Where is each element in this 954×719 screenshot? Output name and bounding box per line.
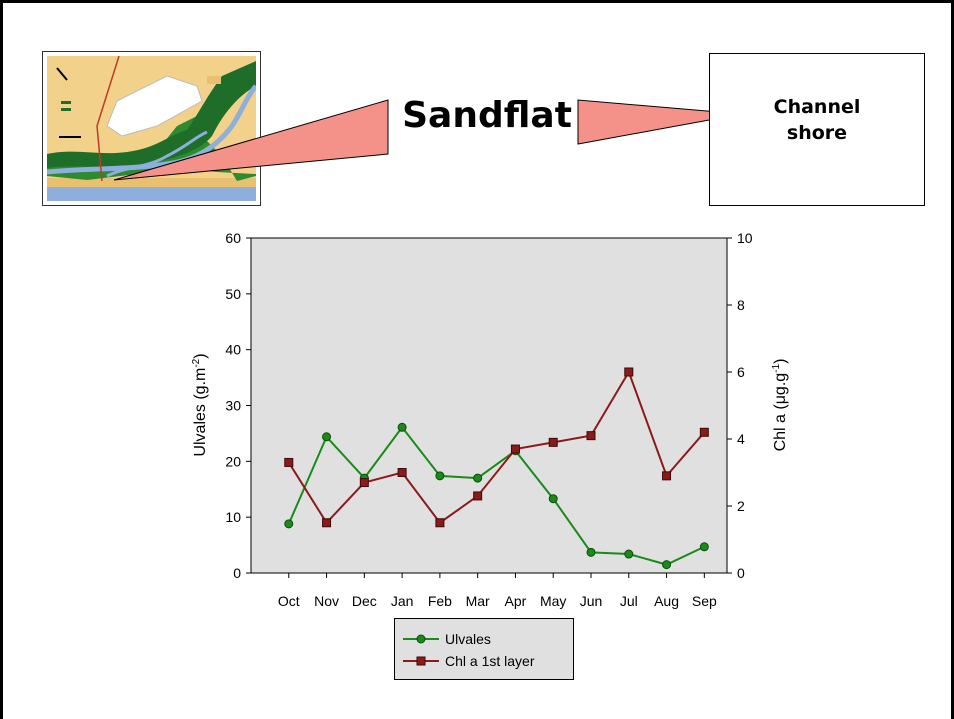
x-tick-label: Aug — [654, 593, 679, 609]
channel-label-line2: shore — [786, 122, 848, 144]
x-tick-label: Nov — [314, 593, 339, 609]
data-point-chl — [548, 437, 558, 447]
x-tick-label: Jul — [620, 593, 638, 609]
data-point-ulvales — [397, 422, 407, 432]
x-tick-label: Feb — [428, 593, 452, 609]
data-point-chl — [662, 471, 672, 481]
sandflat-title: Sandflat — [402, 95, 572, 136]
sandflat-callout-pointer — [113, 99, 389, 181]
data-point-ulvales — [473, 473, 483, 483]
data-point-chl — [359, 478, 369, 488]
x-tick-label: Dec — [352, 593, 377, 609]
right-y-axis: 0 2 4 6 8 10 — [727, 230, 753, 581]
data-point-chl — [510, 444, 520, 454]
channel-shore-label: Channel shore — [710, 94, 924, 146]
data-point-chl — [284, 457, 294, 467]
right-tick-label: 6 — [737, 364, 745, 380]
data-point-ulvales — [435, 471, 445, 481]
left-tick-label: 30 — [225, 398, 241, 414]
right-tick-label: 8 — [737, 297, 745, 313]
series-line-chl — [287, 369, 706, 525]
series-layer — [284, 367, 709, 570]
legend-marker-ulvales — [403, 634, 439, 644]
site-map-image — [47, 56, 256, 201]
legend-label-chl: Chl a 1st layer — [445, 653, 535, 669]
series-line-ulvales — [287, 425, 705, 566]
plot-area — [250, 237, 728, 574]
left-tick-label: 10 — [225, 509, 241, 525]
left-tick-label: 60 — [225, 230, 241, 246]
right-tick-label: 10 — [737, 230, 753, 246]
data-point-ulvales — [624, 549, 634, 559]
x-tick-label: Apr — [505, 593, 527, 609]
data-point-chl — [473, 491, 483, 501]
data-point-ulvales — [322, 432, 332, 442]
data-point-chl — [699, 427, 709, 437]
data-point-ulvales — [548, 494, 558, 504]
left-tick-label: 40 — [225, 342, 241, 358]
data-point-chl — [397, 468, 407, 477]
x-tick-label: May — [540, 593, 566, 609]
channel-callout-pointer — [577, 99, 743, 145]
data-point-ulvales — [284, 519, 294, 529]
legend-item-ulvales: Ulvales — [403, 629, 491, 649]
x-tick-label: Jan — [391, 593, 414, 609]
x-tick-label: Sep — [692, 593, 717, 609]
legend-label-ulvales: Ulvales — [445, 631, 491, 647]
data-point-ulvales — [662, 560, 672, 570]
right-tick-label: 2 — [737, 498, 745, 514]
legend-marker-chl — [403, 656, 439, 666]
left-y-axis: 0 10 20 30 40 50 60 — [225, 230, 251, 581]
right-tick-label: 0 — [737, 565, 745, 581]
left-tick-label: 0 — [233, 565, 241, 581]
left-axis-title: Ulvales (g.m-2) — [191, 353, 209, 456]
x-axis: Oct Nov Dec Jan Feb Mar Apr May Jun Jul Aug Sep — [278, 573, 717, 609]
x-tick-label: Oct — [278, 593, 300, 609]
data-point-ulvales — [699, 542, 709, 552]
right-axis-title: Chl a (μg.g-1) — [771, 359, 789, 452]
data-point-chl — [624, 367, 634, 377]
channel-shore-box: Channel shore — [709, 53, 925, 206]
x-tick-label: Mar — [466, 593, 490, 609]
map-thumbnail — [42, 51, 261, 206]
right-tick-label: 4 — [737, 431, 745, 447]
chart-legend: Ulvales Chl a 1st layer — [394, 618, 574, 680]
data-point-chl — [586, 431, 596, 441]
left-tick-label: 50 — [225, 286, 241, 302]
data-point-ulvales — [586, 547, 596, 557]
left-tick-label: 20 — [225, 453, 241, 469]
legend-item-chl: Chl a 1st layer — [403, 651, 534, 671]
data-point-chl — [435, 518, 445, 528]
channel-label-line1: Channel — [773, 96, 861, 118]
data-point-chl — [322, 518, 332, 528]
x-tick-label: Jun — [580, 593, 603, 609]
